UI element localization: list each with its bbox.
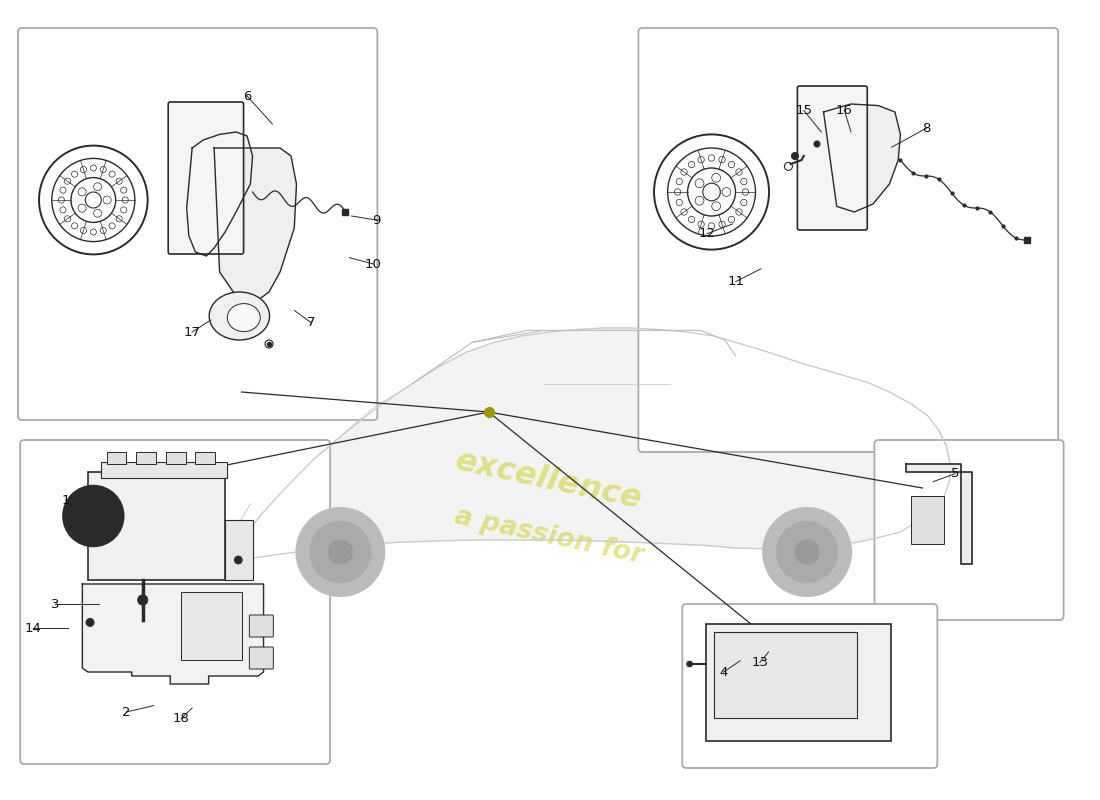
Circle shape bbox=[234, 556, 242, 564]
Text: excellence: excellence bbox=[453, 445, 646, 515]
Circle shape bbox=[86, 618, 94, 626]
Text: 7: 7 bbox=[307, 316, 315, 329]
Bar bbox=[101, 462, 228, 478]
Text: 6: 6 bbox=[243, 90, 251, 102]
Bar bbox=[706, 624, 891, 741]
FancyBboxPatch shape bbox=[18, 28, 377, 420]
Circle shape bbox=[795, 540, 820, 564]
Text: 4: 4 bbox=[719, 666, 728, 678]
Polygon shape bbox=[82, 584, 264, 684]
Circle shape bbox=[310, 522, 371, 582]
Text: euro: euro bbox=[697, 240, 835, 320]
FancyBboxPatch shape bbox=[682, 604, 937, 768]
Text: 10: 10 bbox=[365, 258, 382, 270]
Text: 9: 9 bbox=[373, 214, 381, 226]
FancyBboxPatch shape bbox=[20, 440, 330, 764]
Bar bbox=[182, 592, 242, 660]
Text: 17: 17 bbox=[184, 326, 200, 338]
Circle shape bbox=[777, 522, 837, 582]
FancyBboxPatch shape bbox=[874, 440, 1064, 620]
Bar bbox=[107, 452, 126, 464]
Circle shape bbox=[763, 508, 851, 596]
FancyBboxPatch shape bbox=[168, 102, 243, 254]
Text: 1: 1 bbox=[62, 494, 70, 506]
Bar bbox=[196, 452, 216, 464]
Circle shape bbox=[297, 508, 384, 596]
Polygon shape bbox=[906, 464, 971, 564]
Circle shape bbox=[814, 141, 820, 147]
Text: 8: 8 bbox=[923, 122, 931, 134]
Text: 15: 15 bbox=[795, 104, 812, 117]
Text: 16: 16 bbox=[836, 104, 852, 117]
Text: 13: 13 bbox=[751, 656, 769, 669]
Text: 11: 11 bbox=[727, 275, 745, 288]
Ellipse shape bbox=[228, 304, 261, 331]
Bar bbox=[166, 452, 186, 464]
Text: parts: parts bbox=[901, 294, 1056, 378]
Circle shape bbox=[329, 540, 352, 564]
Polygon shape bbox=[226, 328, 949, 560]
Polygon shape bbox=[214, 148, 297, 304]
Bar bbox=[226, 520, 253, 580]
Text: 12: 12 bbox=[698, 227, 716, 240]
Text: 3: 3 bbox=[51, 598, 59, 610]
FancyBboxPatch shape bbox=[250, 615, 273, 637]
Bar bbox=[714, 632, 857, 718]
Polygon shape bbox=[824, 104, 901, 212]
Circle shape bbox=[138, 595, 147, 605]
Bar bbox=[88, 472, 225, 580]
Bar bbox=[912, 496, 944, 544]
FancyBboxPatch shape bbox=[638, 28, 1058, 452]
Text: a passion for: a passion for bbox=[452, 503, 646, 569]
Circle shape bbox=[792, 153, 799, 159]
FancyBboxPatch shape bbox=[798, 86, 867, 230]
Bar bbox=[136, 452, 156, 464]
Circle shape bbox=[63, 486, 123, 546]
Text: 5: 5 bbox=[952, 467, 959, 480]
Text: 18: 18 bbox=[173, 712, 189, 725]
Circle shape bbox=[686, 661, 693, 667]
Ellipse shape bbox=[209, 292, 270, 340]
Circle shape bbox=[88, 511, 98, 521]
FancyBboxPatch shape bbox=[250, 647, 273, 669]
Text: 2: 2 bbox=[122, 706, 131, 718]
Text: 14: 14 bbox=[24, 622, 42, 634]
Polygon shape bbox=[187, 132, 253, 256]
